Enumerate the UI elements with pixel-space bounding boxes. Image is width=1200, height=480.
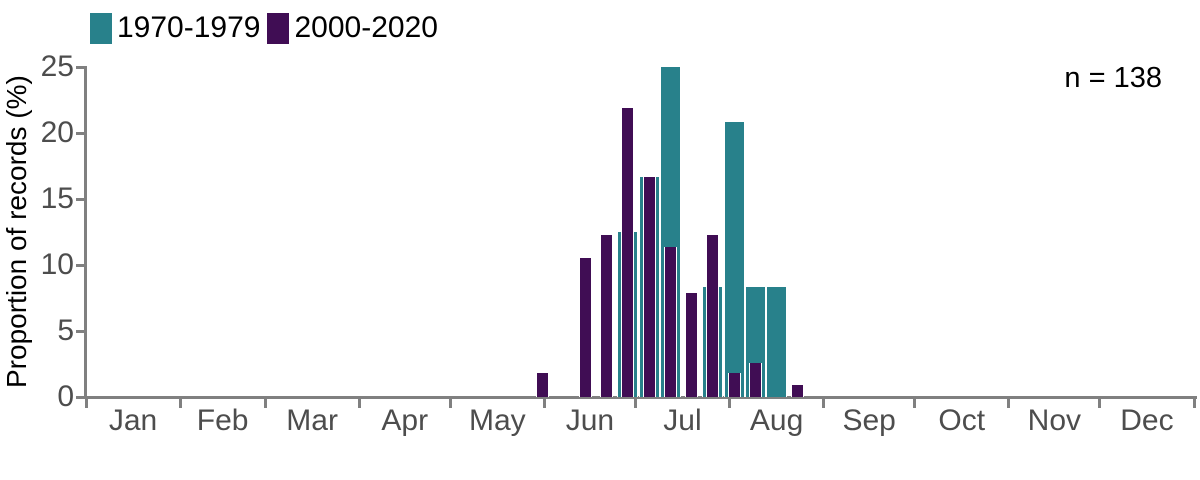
bar-2000-2020 — [727, 373, 741, 397]
y-tick — [76, 131, 85, 135]
x-tick — [1098, 399, 1102, 408]
x-tick — [1192, 399, 1196, 408]
bar-2000-2020 — [600, 234, 614, 397]
x-tick — [357, 399, 361, 408]
x-tick — [728, 399, 732, 408]
legend-swatch-teal-icon — [90, 12, 112, 44]
x-tick-label: Jan — [108, 404, 158, 437]
x-tick-label: Dec — [1120, 404, 1174, 437]
y-tick — [76, 329, 85, 333]
x-tick-label: Jun — [565, 404, 615, 437]
legend-label: 2000-2020 — [294, 11, 438, 44]
x-tick — [633, 399, 637, 408]
x-tick — [542, 399, 546, 408]
bar-2000-2020 — [748, 362, 762, 397]
x-tick-label: Sep — [842, 404, 896, 437]
bar-2000-2020 — [685, 292, 699, 397]
x-tick — [1007, 399, 1011, 408]
x-tick-label: Jul — [663, 404, 702, 437]
x-axis-line — [84, 396, 1197, 399]
legend-item-1970-1979: 1970-1979 — [90, 11, 260, 45]
bar-1970-1979 — [723, 122, 745, 397]
bar-2000-2020 — [791, 385, 805, 397]
x-tick — [263, 399, 267, 408]
y-tick-label: 25 — [40, 50, 74, 83]
x-tick — [84, 399, 88, 408]
y-tick — [76, 197, 85, 201]
x-tick-label: Mar — [286, 404, 338, 437]
bar-1970-1979 — [766, 287, 788, 397]
x-tick-label: Aug — [749, 404, 804, 437]
y-tick-label: 20 — [40, 116, 74, 149]
y-tick — [76, 263, 85, 267]
y-tick — [76, 65, 85, 69]
y-axis-title: Proportion of records (%) — [1, 75, 32, 389]
x-tick-label: Apr — [381, 404, 429, 437]
y-tick-label: 15 — [40, 182, 74, 215]
y-tick-label: 0 — [57, 380, 74, 413]
sample-size-annotation: n = 138 — [1064, 62, 1162, 94]
x-tick-label: Oct — [938, 404, 986, 437]
x-tick — [448, 399, 452, 408]
legend: 1970-1979 2000-2020 — [90, 11, 438, 45]
y-tick-label: 10 — [40, 248, 74, 281]
bar-2000-2020 — [621, 107, 635, 397]
bar-2000-2020 — [642, 176, 656, 397]
y-tick-label: 5 — [57, 314, 74, 347]
bar-2000-2020 — [663, 246, 677, 397]
bar-2000-2020 — [536, 373, 550, 397]
x-tick — [913, 399, 917, 408]
x-tick — [178, 399, 182, 408]
bar-2000-2020 — [578, 258, 592, 397]
x-tick-label: Feb — [196, 404, 249, 437]
legend-swatch-purple-icon — [267, 12, 290, 44]
x-tick-label: May — [468, 404, 526, 437]
legend-item-2000-2020: 2000-2020 — [267, 11, 438, 45]
bar-2000-2020 — [706, 234, 720, 397]
x-tick-label: Nov — [1027, 404, 1082, 437]
y-tick — [76, 395, 85, 399]
legend-label: 1970-1979 — [117, 11, 261, 44]
y-axis-line — [84, 66, 87, 399]
x-tick — [822, 399, 826, 408]
